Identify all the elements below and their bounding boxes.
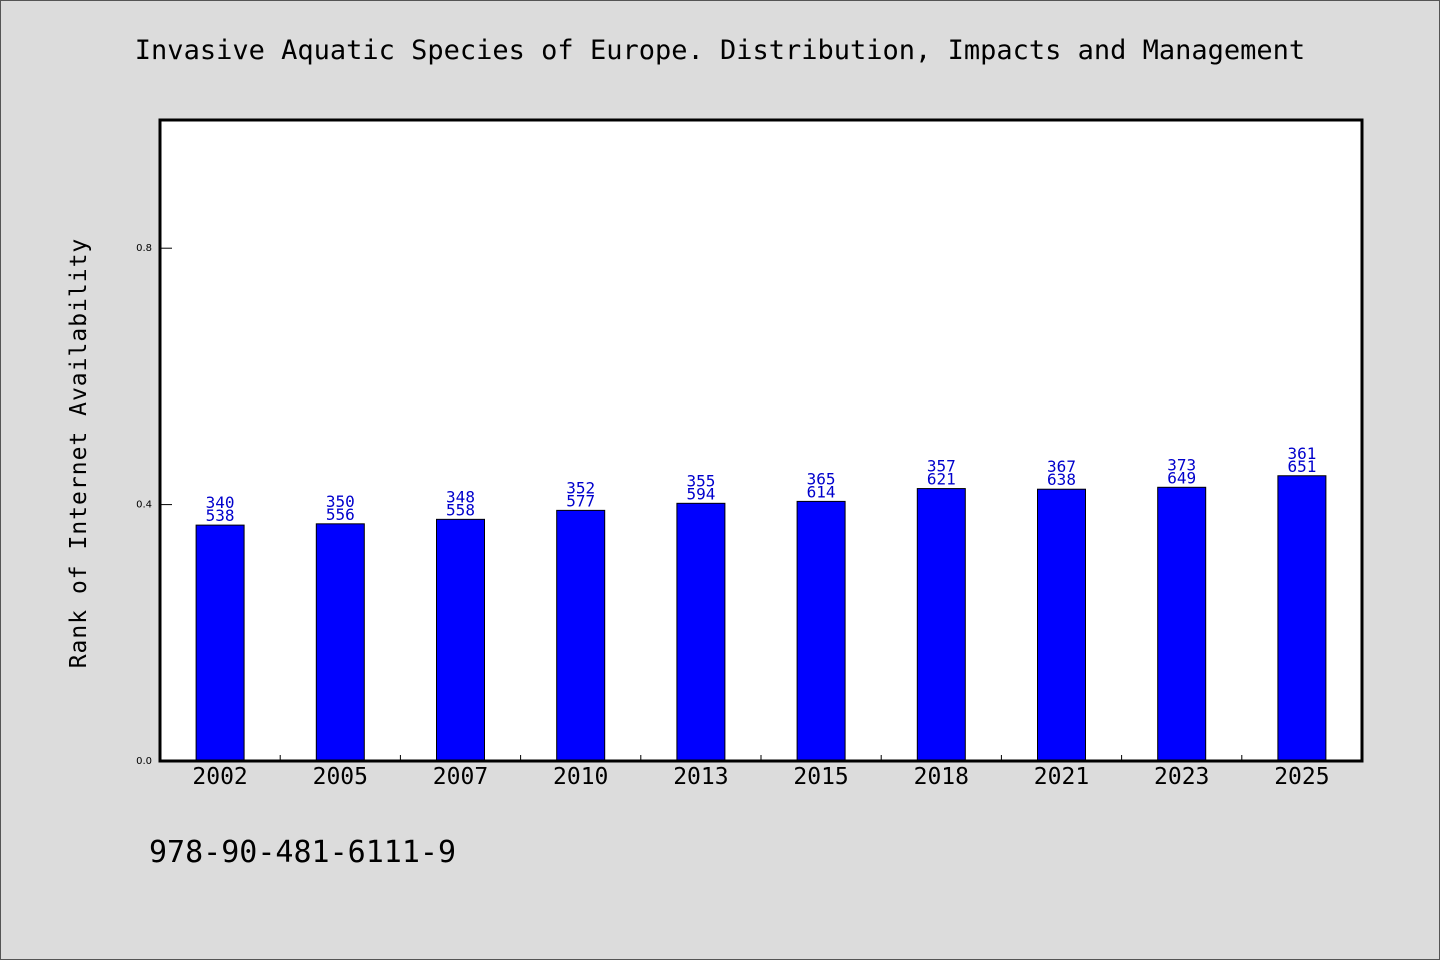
bar — [1157, 486, 1207, 762]
bar-annotation-top: 357 — [927, 457, 956, 476]
x-tick-label: 2025 — [1274, 764, 1329, 790]
x-tick-label: 2007 — [433, 764, 488, 790]
x-tick-label: 2018 — [914, 764, 969, 790]
bar-annotation-top: 350 — [326, 492, 355, 511]
bar — [315, 523, 365, 762]
bar — [1037, 488, 1086, 762]
bar — [195, 524, 245, 762]
y-tick-label: 0.4 — [136, 500, 152, 511]
x-tick-label: 2013 — [673, 764, 728, 790]
bar — [676, 502, 726, 762]
plot-frame — [158, 118, 1364, 763]
y-tick-label: 0.8 — [136, 243, 152, 254]
x-tick-label: 2005 — [313, 764, 368, 790]
bar — [1277, 475, 1327, 762]
bar-annotation-top: 355 — [686, 471, 715, 490]
x-tick-label: 2010 — [553, 764, 608, 790]
y-tick-label: 0.0 — [136, 756, 152, 767]
bar — [796, 500, 846, 762]
bar-annotation-bottom: 649 — [1167, 468, 1196, 487]
bar-annotation-bottom: 577 — [566, 491, 595, 510]
x-tick-label: 2021 — [1034, 764, 1089, 790]
footer-isbn: 978-90-481-6111-9 — [149, 835, 457, 870]
x-tick-label: 2002 — [192, 764, 247, 790]
bar-annotation-bottom: 594 — [686, 484, 715, 503]
bar — [916, 488, 966, 762]
bar — [556, 509, 606, 762]
bar-annotation-bottom: 638 — [1047, 470, 1076, 489]
bar-annotation-bottom: 614 — [807, 482, 836, 501]
bar-annotation-top: 361 — [1287, 444, 1316, 463]
bar-annotation-top: 367 — [1047, 457, 1076, 476]
chart-title: Invasive Aquatic Species of Europe. Dist… — [134, 35, 1306, 66]
bar-annotation-top: 340 — [206, 493, 235, 512]
bar-annotation-bottom: 621 — [927, 470, 956, 489]
bar-annotation-top: 352 — [566, 478, 595, 497]
bar — [436, 518, 485, 762]
x-tick-label: 2015 — [793, 764, 848, 790]
bar-annotation-bottom: 556 — [326, 505, 355, 524]
bar-annotation-bottom: 538 — [206, 506, 235, 525]
bar-annotation-bottom: 558 — [446, 500, 475, 519]
bar-annotation-top: 348 — [446, 487, 475, 506]
bar-annotation-top: 365 — [807, 469, 836, 488]
bar-annotation-bottom: 651 — [1287, 457, 1316, 476]
bar-annotation-top: 373 — [1167, 455, 1196, 474]
x-tick-label: 2023 — [1154, 764, 1209, 790]
